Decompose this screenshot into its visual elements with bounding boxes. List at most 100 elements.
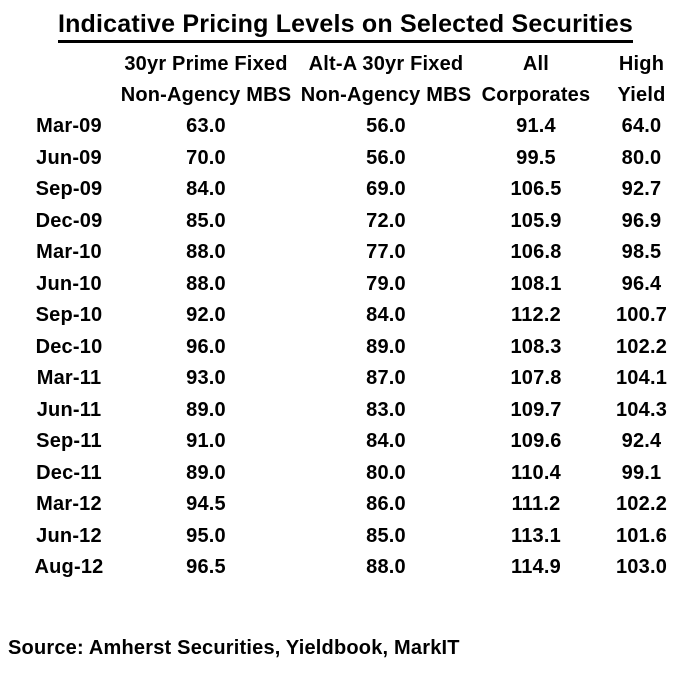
header-spacer [18, 80, 120, 111]
table-row: Mar-11 93.0 87.0 107.8 104.1 [18, 363, 691, 395]
header-corporates-line2: Corporates [481, 84, 591, 106]
value-cell: 106.5 [510, 178, 562, 201]
value-cell: 87.0 [366, 367, 406, 390]
value-cell: 107.8 [510, 367, 562, 390]
value-cell: 105.9 [510, 209, 562, 232]
value-cell: 98.5 [621, 241, 662, 264]
header-highyield-line1: High [618, 53, 665, 75]
value-cell: 102.2 [615, 335, 668, 358]
row-label: Jun-10 [36, 272, 102, 295]
row-label: Dec-09 [35, 209, 103, 232]
value-cell: 95.0 [186, 524, 226, 547]
value-cell: 106.8 [510, 241, 562, 264]
table-row: Jun-12 95.0 85.0 113.1 101.6 [18, 521, 691, 553]
table-row: Sep-10 92.0 84.0 112.2 100.7 [18, 300, 691, 332]
value-cell: 113.1 [511, 524, 561, 547]
value-cell: 96.0 [186, 335, 226, 358]
value-cell: 89.0 [366, 335, 406, 358]
value-cell: 80.0 [366, 461, 406, 484]
row-label: Aug-12 [34, 556, 104, 579]
value-cell: 85.0 [366, 524, 406, 547]
value-cell: 85.0 [186, 209, 226, 232]
value-cell: 92.0 [186, 304, 226, 327]
row-label: Dec-10 [35, 335, 103, 358]
value-cell: 80.0 [621, 146, 662, 169]
value-cell: 69.0 [366, 178, 406, 201]
header-row-1: 30yr Prime Fixed Alt-A 30yr Fixed All Hi… [18, 49, 691, 80]
header-spacer [18, 49, 120, 80]
value-cell: 100.7 [615, 304, 668, 327]
value-cell: 114.9 [511, 556, 561, 579]
value-cell: 89.0 [186, 398, 226, 421]
value-cell: 111.2 [511, 493, 561, 516]
row-label: Mar-11 [36, 367, 102, 390]
row-label: Sep-11 [36, 430, 102, 453]
value-cell: 109.6 [510, 430, 562, 453]
pricing-table-figure: Indicative Pricing Levels on Selected Se… [0, 10, 691, 687]
table-row: Jun-10 88.0 79.0 108.1 96.4 [18, 269, 691, 301]
value-cell: 64.0 [621, 115, 662, 138]
value-cell: 104.1 [615, 367, 668, 390]
value-cell: 96.5 [186, 556, 226, 579]
source-note: Source: Amherst Securities, Yieldbook, M… [8, 637, 460, 659]
value-cell: 92.4 [621, 430, 662, 453]
value-cell: 79.0 [366, 272, 406, 295]
row-label: Mar-10 [36, 241, 102, 264]
value-cell: 103.0 [615, 556, 668, 579]
value-cell: 108.3 [510, 335, 562, 358]
row-label: Mar-12 [36, 493, 102, 516]
value-cell: 83.0 [366, 398, 406, 421]
value-cell: 86.0 [366, 493, 406, 516]
row-label: Jun-12 [36, 524, 102, 547]
header-alta-line1: Alt-A 30yr Fixed [308, 53, 464, 75]
row-label: Sep-09 [35, 178, 103, 201]
value-cell: 77.0 [366, 241, 406, 264]
header-row-2: Non-Agency MBS Non-Agency MBS Corporates… [18, 80, 691, 111]
value-cell: 101.6 [615, 524, 668, 547]
table-row: Dec-09 85.0 72.0 105.9 96.9 [18, 206, 691, 238]
value-cell: 112.2 [511, 304, 561, 327]
table-header: 30yr Prime Fixed Alt-A 30yr Fixed All Hi… [18, 49, 691, 111]
header-highyield-line2: Yield [617, 84, 666, 106]
table-row: Aug-12 96.5 88.0 114.9 103.0 [18, 552, 691, 584]
value-cell: 84.0 [366, 430, 406, 453]
table-row: Dec-11 89.0 80.0 110.4 99.1 [18, 458, 691, 490]
table-row: Mar-10 88.0 77.0 106.8 98.5 [18, 237, 691, 269]
value-cell: 88.0 [186, 272, 226, 295]
row-label: Sep-10 [35, 304, 103, 327]
value-cell: 96.4 [621, 272, 662, 295]
value-cell: 96.9 [621, 209, 662, 232]
table-row: Mar-12 94.5 86.0 111.2 102.2 [18, 489, 691, 521]
value-cell: 56.0 [366, 146, 406, 169]
value-cell: 84.0 [366, 304, 406, 327]
table-row: Sep-09 84.0 69.0 106.5 92.7 [18, 174, 691, 206]
value-cell: 110.4 [511, 461, 561, 484]
value-cell: 99.5 [516, 146, 556, 169]
page-title: Indicative Pricing Levels on Selected Se… [0, 10, 691, 43]
value-cell: 104.3 [615, 398, 668, 421]
value-cell: 91.0 [186, 430, 226, 453]
value-cell: 109.7 [510, 398, 562, 421]
value-cell: 63.0 [186, 115, 226, 138]
table-body: Mar-09 63.0 56.0 91.4 64.0 Jun-09 70.0 56.0 99.5… [18, 111, 691, 584]
pricing-table: 30yr Prime Fixed Alt-A 30yr Fixed All Hi… [18, 49, 691, 584]
page-title-text: Indicative Pricing Levels on Selected Se… [57, 10, 634, 43]
value-cell: 91.4 [516, 115, 556, 138]
value-cell: 72.0 [366, 209, 406, 232]
value-cell: 102.2 [615, 493, 668, 516]
header-prime-line2: Non-Agency MBS [120, 84, 292, 106]
value-cell: 84.0 [186, 178, 226, 201]
value-cell: 88.0 [366, 556, 406, 579]
value-cell: 93.0 [186, 367, 226, 390]
value-cell: 56.0 [366, 115, 406, 138]
table-row: Sep-11 91.0 84.0 109.6 92.4 [18, 426, 691, 458]
row-label: Jun-09 [36, 146, 102, 169]
header-alta-line2: Non-Agency MBS [300, 84, 472, 106]
table-row: Mar-09 63.0 56.0 91.4 64.0 [18, 111, 691, 143]
table-row: Jun-11 89.0 83.0 109.7 104.3 [18, 395, 691, 427]
value-cell: 94.5 [186, 493, 226, 516]
value-cell: 89.0 [186, 461, 226, 484]
row-label: Mar-09 [36, 115, 102, 138]
header-prime-line1: 30yr Prime Fixed [124, 53, 288, 75]
header-corporates-line1: All [522, 53, 550, 75]
